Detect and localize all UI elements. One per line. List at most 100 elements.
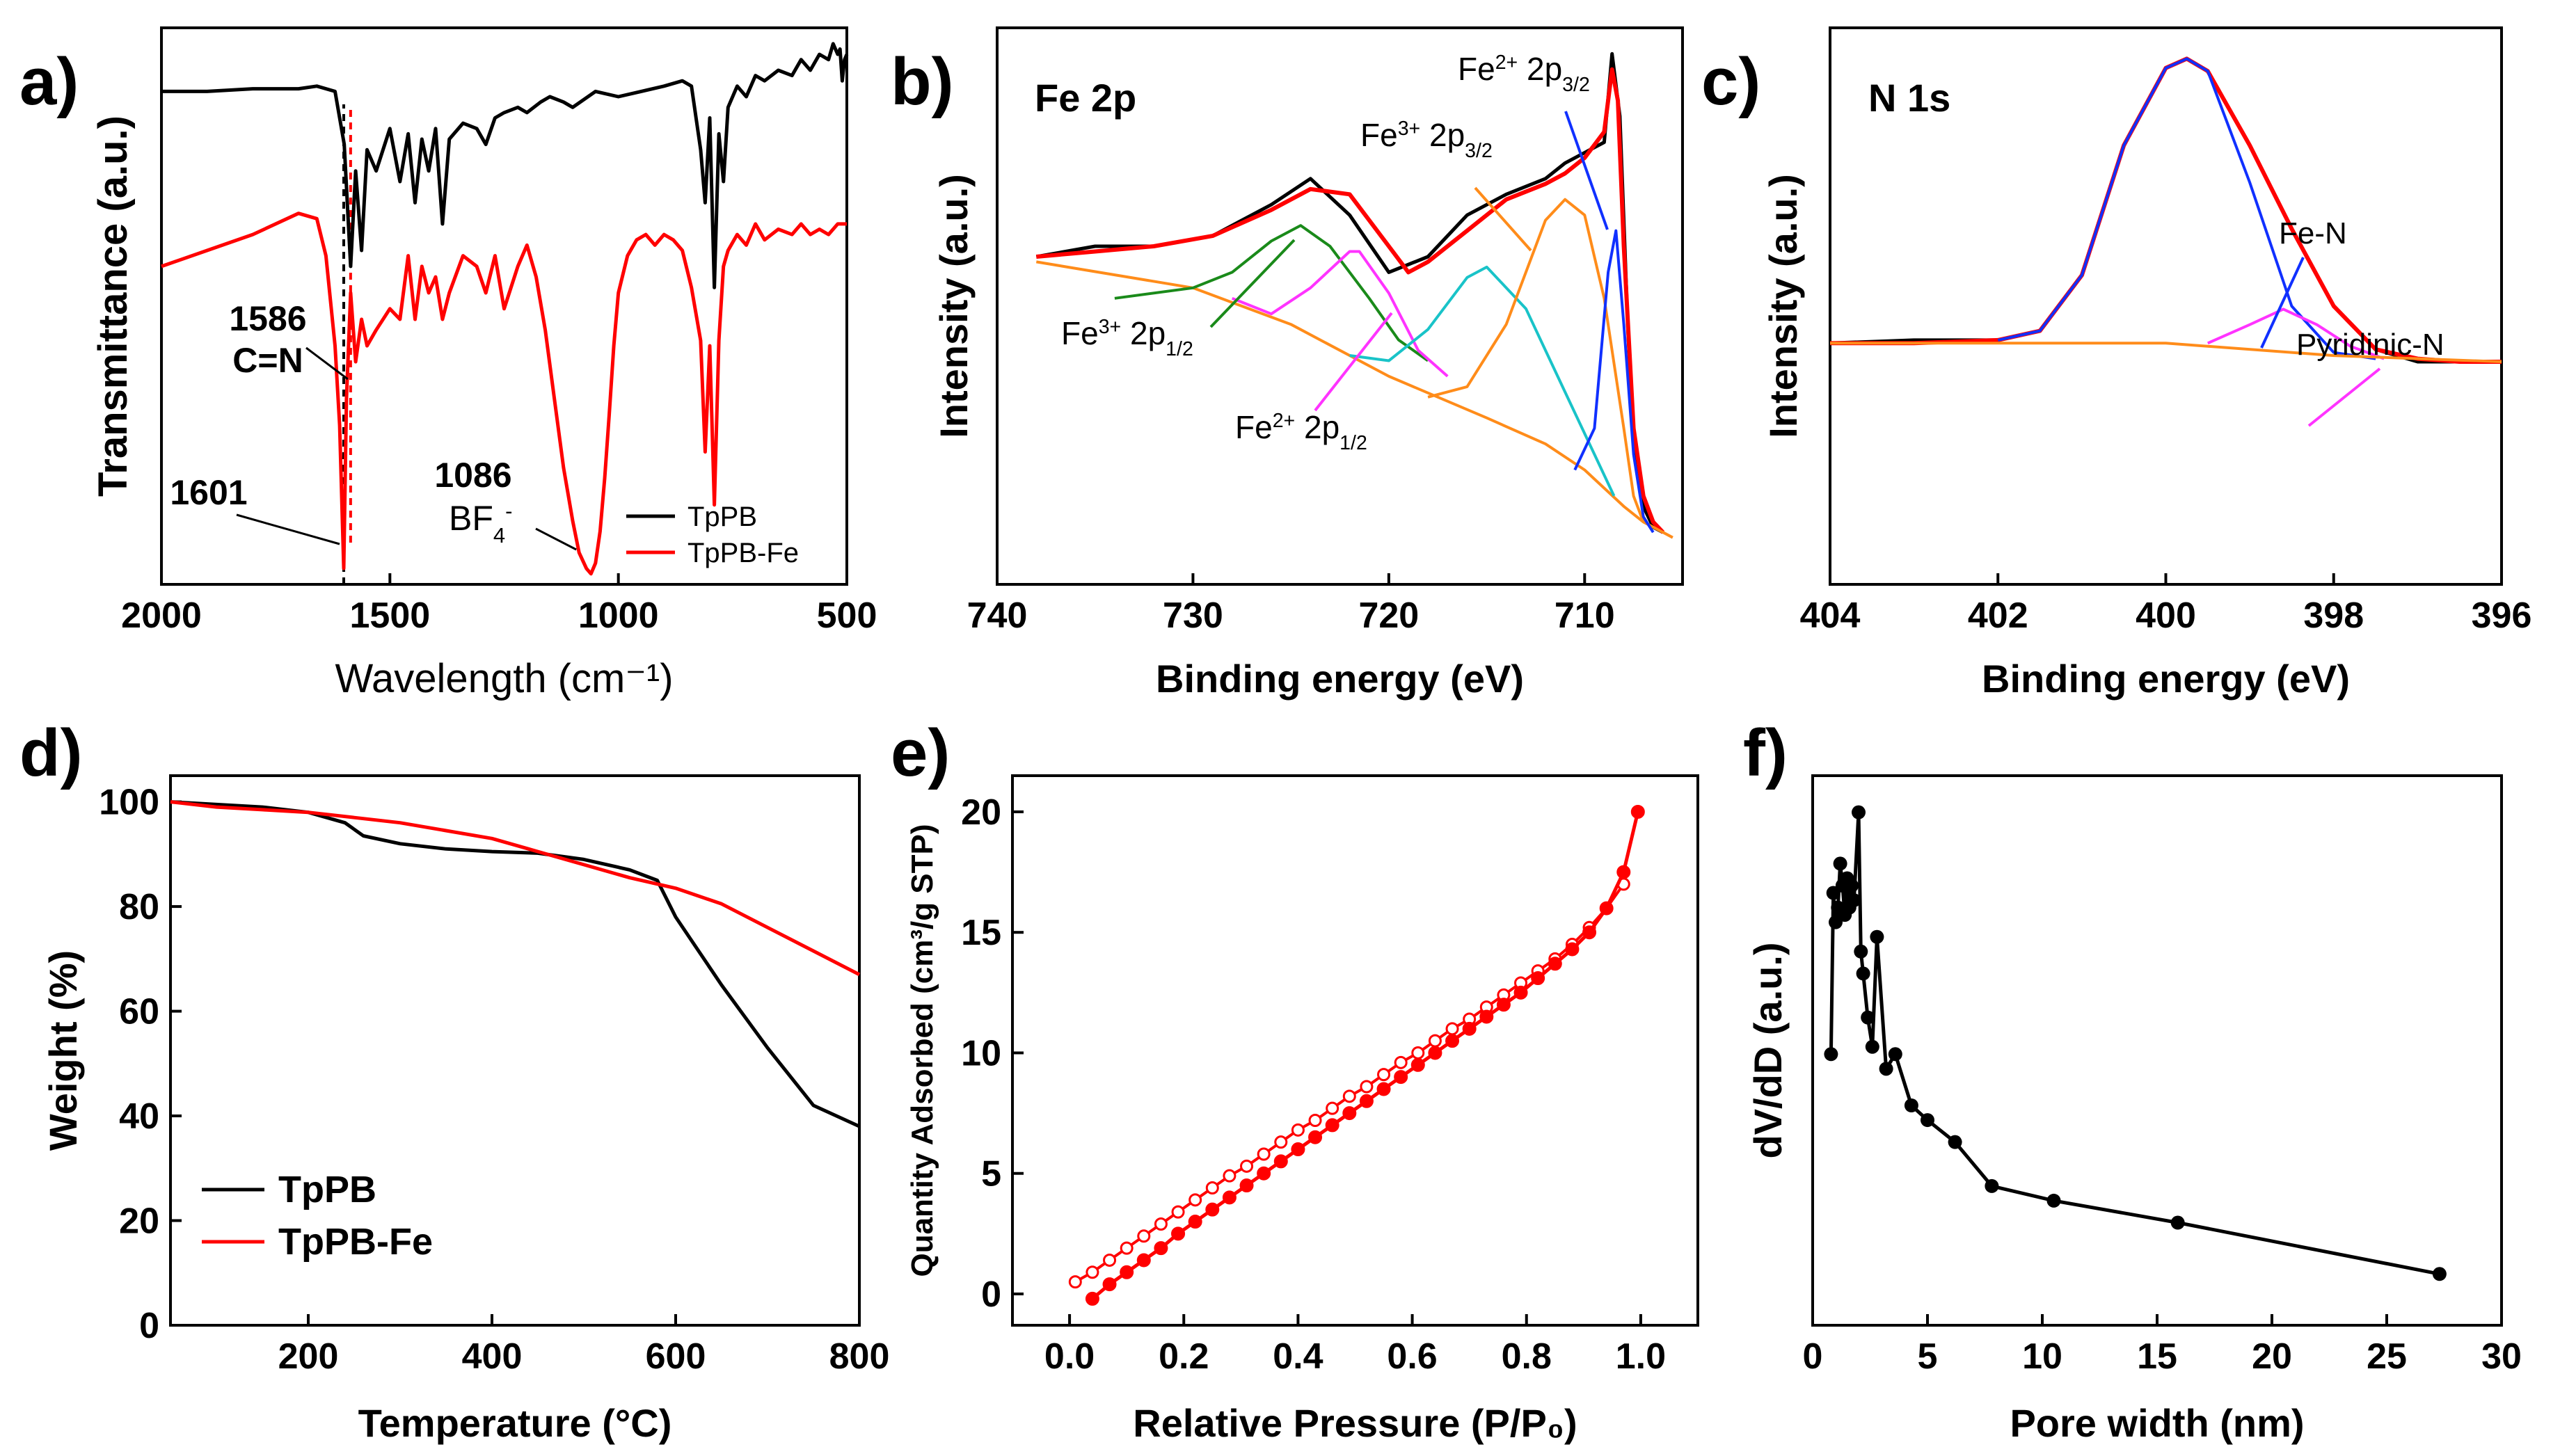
plot-frame (169, 774, 861, 1327)
desorption-point (1154, 1217, 1168, 1231)
adsorption-point (1120, 1265, 1134, 1279)
desorption-point (1342, 1089, 1356, 1103)
x-tick-label: 5 (1918, 1336, 1938, 1377)
adsorption-point (1531, 971, 1545, 986)
label-fe3-2p12-part: 2p (1121, 315, 1166, 351)
series-line (1036, 67, 1665, 534)
x-tick-label: 10 (2022, 1336, 2062, 1377)
pore-point (1904, 1098, 1918, 1112)
x-tick-label: 0.2 (1159, 1336, 1209, 1377)
series-line-tppb-fe (170, 800, 861, 977)
pore-point (1833, 856, 1847, 871)
label-fe2-2p32-part: 2p (1518, 51, 1562, 87)
x-tick-label: 1500 (349, 595, 430, 636)
panel-d: 200 400 600 800 0 20 40 60 80 100 Temperature (°C)… (41, 774, 889, 1445)
arrow-fe2-2p12 (1314, 312, 1393, 412)
pore-point (1985, 1178, 1999, 1193)
x-tick-label: 0 (1803, 1336, 1823, 1377)
adsorption-point (1548, 957, 1562, 971)
plot-title: Fe 2p (1035, 76, 1136, 120)
adsorption-point (1171, 1226, 1186, 1241)
series-line (1114, 224, 1429, 362)
series-line-tppb (161, 42, 849, 289)
panel-a: 2000 1500 1000 500 Wavelength (cm⁻¹) Transmit… (90, 26, 877, 701)
desorption-point (1120, 1241, 1134, 1255)
desorption-point (1171, 1205, 1185, 1219)
label-fe3-2p12: Fe3+ 2p1/2 (1061, 315, 1193, 360)
desorption-point (1103, 1253, 1117, 1267)
x-tick-label: 402 (1968, 595, 2028, 636)
annotation-arrow-1086 (535, 527, 577, 551)
y-axis-label: Intensity (a.u.) (932, 174, 976, 438)
y-axis-label: Transmittance (a.u.) (90, 115, 136, 497)
y-tick-label: 15 (961, 913, 1001, 953)
annotation-bf4-part: - (505, 499, 512, 523)
y-tick-label: 0 (139, 1306, 159, 1346)
pore-point (1847, 893, 1861, 908)
y-tick-label: 5 (981, 1154, 1001, 1194)
plot-frame (1011, 774, 1699, 1327)
panel-e: 0.0 0.2 0.4 0.6 0.8 1.0 0 5 10 15 20 Relative Press… (905, 774, 1699, 1445)
label-fe3-2p12-part: Fe (1061, 315, 1099, 351)
x-axis-label: Wavelength (cm⁻¹) (335, 656, 673, 701)
y-tick-label: 10 (961, 1033, 1001, 1073)
arrow-fe2-2p32 (1564, 111, 1609, 230)
label-fe-n: Fe-N (2279, 216, 2347, 250)
desorption-point (1086, 1265, 1099, 1279)
pore-point (1865, 1039, 1879, 1054)
x-tick-label: 1000 (578, 595, 659, 636)
pore-point (1824, 1047, 1838, 1062)
adsorption-point (1291, 1142, 1305, 1157)
plot-title: N 1s (1868, 76, 1950, 120)
series-line (1035, 260, 1673, 539)
x-tick-label: 398 (2303, 595, 2364, 636)
adsorption-point (1102, 1277, 1117, 1292)
adsorption-point (1342, 1106, 1357, 1121)
label-fe3-2p32-part: 3+ (1398, 118, 1421, 140)
adsorption-point (1154, 1241, 1168, 1256)
panel-label-a: a) (19, 45, 79, 119)
desorption-point (1360, 1080, 1374, 1094)
series-line (1349, 265, 1616, 497)
panel-label-e: e) (891, 716, 950, 790)
adsorption-point (1630, 804, 1645, 819)
pore-point (1888, 1047, 1902, 1062)
pore-point (2432, 1267, 2447, 1281)
label-pyridinic-n: Pyridinic-N (2296, 328, 2444, 362)
y-tick-label: 40 (119, 1096, 159, 1137)
x-tick-label: 0.8 (1502, 1336, 1552, 1377)
y-tick-label: 60 (119, 992, 159, 1032)
adsorption-point (1599, 901, 1614, 916)
desorption-point (1240, 1159, 1254, 1173)
panel-label-c: c) (1701, 45, 1760, 119)
desorption-point (1137, 1229, 1151, 1243)
adsorption-point (1205, 1202, 1220, 1217)
pore-point (2170, 1215, 2185, 1230)
adsorption-point (1257, 1166, 1271, 1181)
x-axis-label: Binding energy (eV) (1982, 657, 2350, 701)
series-line (1573, 229, 1655, 534)
series-line-adsorption (1091, 811, 1640, 1300)
desorption-point (1188, 1193, 1202, 1207)
label-fe2-2p12: Fe2+ 2p1/2 (1235, 409, 1367, 454)
x-tick-label: 730 (1163, 595, 1223, 636)
desorption-point (1291, 1123, 1305, 1137)
desorption-point (1274, 1135, 1288, 1149)
desorption-point (1205, 1181, 1219, 1194)
pore-point (1852, 805, 1866, 820)
adsorption-point (1428, 1046, 1442, 1060)
adsorption-point (1085, 1291, 1099, 1306)
y-axis-label: dV/dD (a.u.) (1746, 942, 1790, 1158)
x-tick-label: 30 (2481, 1336, 2522, 1377)
arrow-fe3-2p12 (1209, 239, 1296, 328)
x-tick-label: 0.0 (1044, 1336, 1095, 1377)
y-axis-label: Quantity Adsorbed (cm³/g STP) (905, 824, 939, 1277)
label-fe3-2p32-part: Fe (1360, 117, 1398, 153)
label-fe2-2p12-part: 2p (1295, 409, 1339, 445)
label-fe2-2p32-part: Fe (1458, 51, 1495, 87)
x-tick-label: 0.4 (1273, 1336, 1323, 1377)
adsorption-point (1376, 1082, 1391, 1096)
adsorption-point (1616, 865, 1631, 879)
adsorption-point (1222, 1190, 1237, 1205)
